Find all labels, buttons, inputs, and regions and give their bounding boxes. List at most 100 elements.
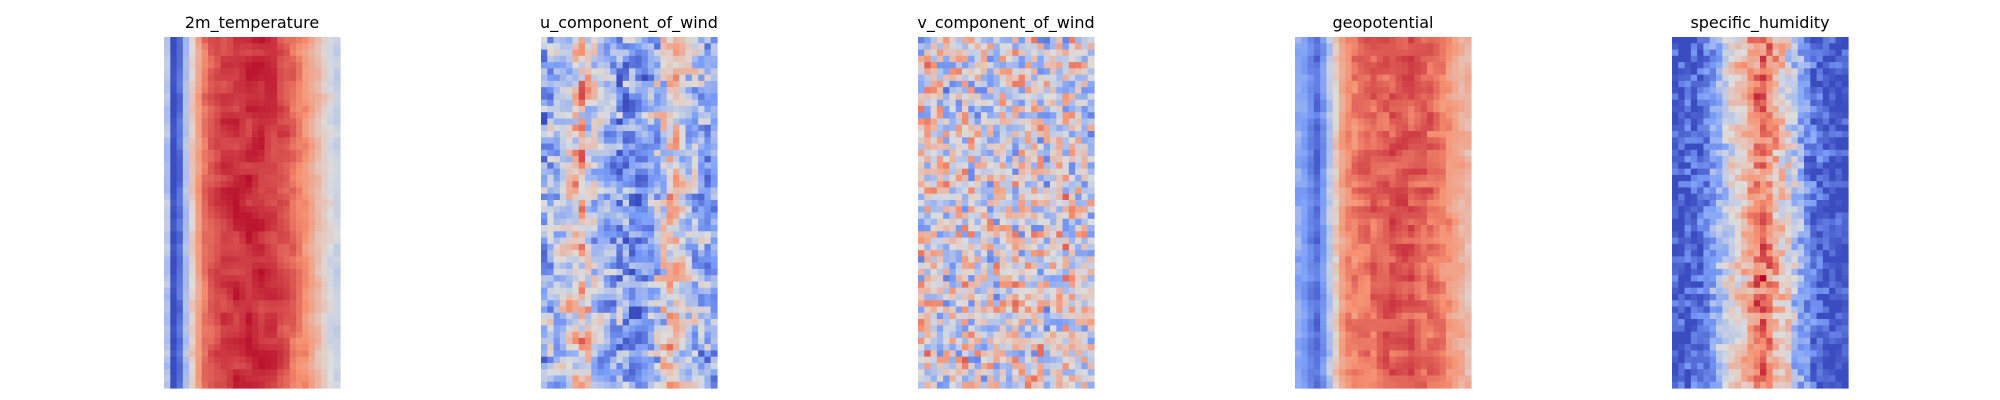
heatmap-cell xyxy=(666,206,674,214)
heatmap-cell xyxy=(182,49,190,57)
heatmap-cell xyxy=(999,49,1007,57)
heatmap-cell xyxy=(673,325,680,333)
heatmap-cell xyxy=(1012,143,1020,151)
heatmap-cell xyxy=(1006,181,1013,189)
heatmap-cell xyxy=(974,74,982,82)
heatmap-cell xyxy=(578,250,586,257)
heatmap-cell xyxy=(654,156,662,163)
heatmap-cell xyxy=(955,93,963,101)
heatmap-cell xyxy=(1037,325,1045,333)
heatmap-cell xyxy=(214,256,222,264)
heatmap-cell xyxy=(1062,156,1070,163)
heatmap-cell xyxy=(296,137,303,145)
heatmap-cell xyxy=(955,199,963,207)
heatmap-cell xyxy=(924,375,932,383)
heatmap-cell xyxy=(987,99,995,107)
heatmap-cell xyxy=(572,156,580,163)
heatmap-cell xyxy=(277,118,285,126)
heatmap-cell xyxy=(585,193,592,201)
heatmap-cell xyxy=(302,49,310,57)
heatmap-cell xyxy=(170,174,178,182)
heatmap-cell xyxy=(1401,62,1409,69)
heatmap-cell xyxy=(1018,162,1026,170)
heatmap-cell xyxy=(1081,250,1089,257)
heatmap-cell xyxy=(239,199,247,207)
heatmap-cell xyxy=(258,312,266,320)
heatmap-cell xyxy=(616,93,624,101)
heatmap-cell xyxy=(553,87,561,95)
heatmap-cell xyxy=(1018,62,1026,69)
heatmap-cell xyxy=(308,268,316,276)
heatmap-cell xyxy=(1056,293,1064,301)
heatmap-cell xyxy=(333,356,341,364)
heatmap-cell xyxy=(930,62,938,69)
heatmap-cell xyxy=(597,243,605,251)
heatmap-cell xyxy=(1339,93,1346,101)
heatmap-cell xyxy=(1037,362,1045,370)
heatmap-cell xyxy=(647,131,655,138)
heatmap-cell xyxy=(233,268,241,276)
heatmap-cell xyxy=(220,331,228,339)
heatmap-cell xyxy=(201,93,209,101)
heatmap-cell xyxy=(918,62,925,69)
heatmap-cell xyxy=(1458,74,1466,82)
heatmap-cell xyxy=(616,162,624,170)
heatmap-cell xyxy=(270,319,278,326)
heatmap-cell xyxy=(327,268,335,276)
heatmap-cell xyxy=(918,168,925,176)
heatmap-cell xyxy=(1395,68,1403,76)
heatmap-cell xyxy=(698,49,706,57)
heatmap-cell xyxy=(641,312,649,320)
heatmap-cell xyxy=(1037,293,1045,301)
heatmap-cell xyxy=(1075,344,1083,351)
heatmap-cell xyxy=(1326,55,1334,63)
heatmap-cell xyxy=(987,137,995,145)
heatmap-cell xyxy=(591,243,599,251)
heatmap-cell xyxy=(698,250,706,257)
heatmap-cell xyxy=(1043,262,1051,270)
heatmap-cell xyxy=(252,124,259,132)
heatmap-cell xyxy=(1439,74,1447,82)
heatmap-cell xyxy=(647,168,655,176)
heatmap-cell xyxy=(226,312,234,320)
heatmap-cell xyxy=(679,350,687,358)
heatmap-cell xyxy=(936,199,944,207)
heatmap-cell xyxy=(597,174,605,182)
heatmap-cell xyxy=(987,369,995,377)
heatmap-cell xyxy=(629,293,636,301)
heatmap-cell xyxy=(924,325,932,333)
heatmap-cell xyxy=(622,143,630,151)
heatmap-cell xyxy=(547,293,555,301)
heatmap-cell xyxy=(1043,181,1051,189)
heatmap-cell xyxy=(685,199,693,207)
heatmap-cell xyxy=(698,375,706,383)
heatmap-cell xyxy=(182,112,190,120)
heatmap-cell xyxy=(572,225,580,232)
heatmap-cell xyxy=(258,262,266,270)
heatmap-cell xyxy=(987,149,995,157)
heatmap-cell xyxy=(220,137,228,145)
heatmap-cell xyxy=(553,350,561,358)
heatmap-cell xyxy=(936,243,944,251)
heatmap-cell xyxy=(622,80,630,88)
heatmap-cell xyxy=(233,162,241,170)
heatmap-cell xyxy=(308,356,316,364)
heatmap-cell xyxy=(993,112,1001,120)
heatmap-cell xyxy=(566,156,574,163)
heatmap-cell xyxy=(208,187,215,195)
heatmap-cell xyxy=(918,312,925,320)
heatmap-cell xyxy=(647,99,655,107)
heatmap-cell xyxy=(1031,268,1039,276)
heatmap-cell xyxy=(1087,199,1095,207)
heatmap-cell xyxy=(252,375,259,383)
heatmap-cell xyxy=(930,124,938,132)
heatmap-cell xyxy=(1050,344,1057,351)
heatmap-cell xyxy=(541,124,548,132)
heatmap-cell xyxy=(685,381,693,389)
heatmap-cell xyxy=(930,93,938,101)
heatmap-cell xyxy=(924,87,932,95)
heatmap-cell xyxy=(685,156,693,163)
heatmap-cell xyxy=(164,37,171,44)
heatmap-cell xyxy=(226,74,234,82)
heatmap-cell xyxy=(578,93,586,101)
